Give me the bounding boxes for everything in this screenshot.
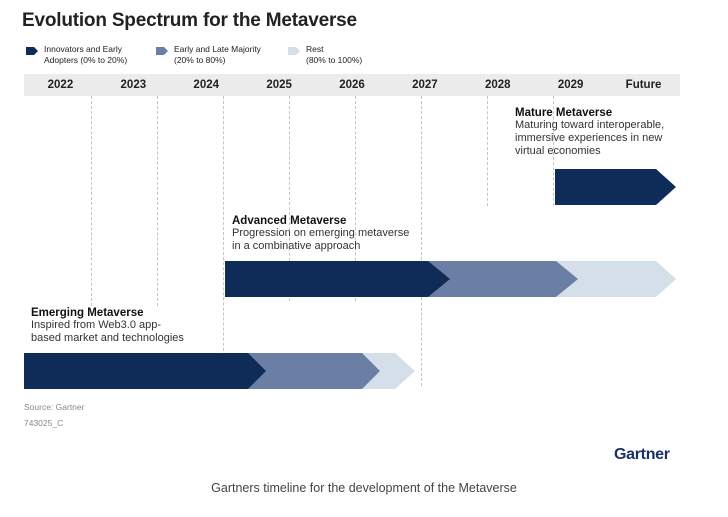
emerging-bar-innovators [24, 353, 266, 389]
stage-description-line: based market and technologies [31, 332, 184, 344]
gridline [223, 96, 224, 386]
legend-label: Adopters (0% to 20%) [44, 55, 128, 65]
timeline-year: 2023 [120, 79, 147, 91]
timeline-year: 2028 [484, 79, 511, 91]
legend-item-innovators: Innovators and Early Adopters (0% to 20%… [26, 44, 127, 66]
legend-item-rest: Rest (80% to 100%) [288, 44, 362, 66]
timeline-year: 2026 [339, 79, 365, 91]
stage-title: Emerging Metaverse [31, 307, 144, 319]
timeline-year: 2022 [47, 79, 74, 91]
mature-bar-innovators [555, 169, 676, 205]
stage-description-line: virtual economies [515, 145, 601, 157]
legend-label: Rest [306, 44, 324, 54]
gridline [355, 96, 356, 301]
gridline [157, 96, 158, 306]
gridline [289, 96, 290, 301]
stage-description-line: in a combinative approach [232, 240, 361, 252]
figure-code: 743025_C [24, 418, 64, 428]
stage-title: Advanced Metaverse [232, 215, 347, 227]
timeline-year: 2029 [557, 79, 584, 91]
gridline [553, 96, 554, 206]
advanced-bar-rest [540, 261, 676, 297]
timeline-year: 2027 [412, 79, 438, 91]
timeline-header: 2022 2023 2024 2025 2026 2027 2028 2029 … [24, 74, 680, 96]
stage-advanced: Advanced Metaverse Progression on emergi… [232, 215, 409, 253]
emerging-bar-rest [360, 353, 415, 389]
advanced-bar-majority [420, 261, 578, 297]
legend-item-majority: Early and Late Majority (20% to 80%) [156, 44, 261, 66]
gridline [487, 96, 488, 206]
stage-title: Mature Metaverse [515, 107, 613, 119]
stage-description-line: Inspired from Web3.0 app- [31, 319, 162, 331]
stage-mature: Mature Metaverse Maturing toward interop… [515, 107, 664, 158]
timeline-year: 2025 [266, 79, 292, 91]
gartner-logo: Gartner [614, 446, 670, 463]
legend-label: (20% to 80%) [174, 55, 226, 65]
emerging-bar-majority [242, 353, 380, 389]
legend-label: Innovators and Early [44, 44, 122, 54]
image-caption: Gartners timeline for the development of… [211, 481, 517, 495]
gridline [421, 96, 422, 386]
stage-description-line: immersive experiences in new [515, 132, 663, 144]
legend-label: Early and Late Majority [174, 44, 261, 54]
timeline-year: 2024 [193, 79, 220, 91]
advanced-bar-innovators [225, 261, 450, 297]
stage-emerging: Emerging Metaverse Inspired from Web3.0 … [31, 307, 184, 345]
legend-label: (80% to 100%) [306, 55, 363, 65]
stage-description-line: Progression on emerging metaverse [232, 227, 410, 239]
stage-description-line: Maturing toward interoperable, [515, 119, 665, 131]
timeline-year: Future [625, 79, 662, 91]
gridline [91, 96, 92, 306]
diagram-title: Evolution Spectrum for the Metaverse [22, 10, 357, 31]
source-note: Source: Gartner [24, 402, 85, 412]
